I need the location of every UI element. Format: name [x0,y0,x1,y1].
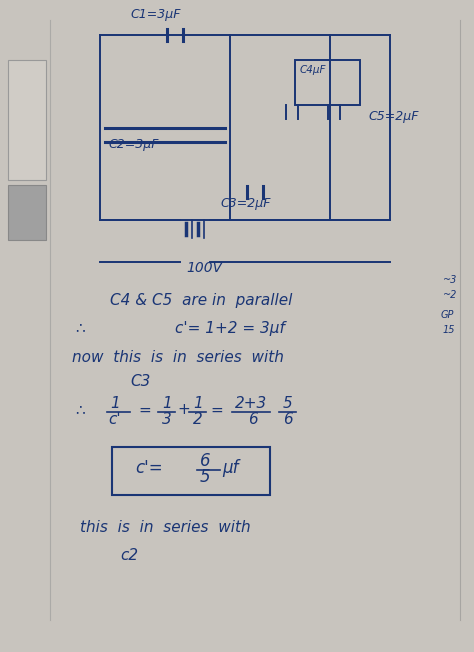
Text: 6: 6 [248,411,258,426]
Text: GP: GP [440,310,454,320]
Text: C2=3μF: C2=3μF [108,138,158,151]
Text: this  is  in  series  with: this is in series with [80,520,251,535]
Text: 15: 15 [443,325,455,335]
Text: =: = [210,402,223,417]
Text: C5=2μF: C5=2μF [368,110,419,123]
Text: 2+3: 2+3 [235,396,267,411]
Text: c2: c2 [120,548,138,563]
Bar [8,185,46,240]
Text: =: = [138,402,151,417]
Text: C3: C3 [130,374,150,389]
Text: 1: 1 [162,396,172,411]
Text: 100V: 100V [186,261,222,275]
Text: C1=3μF: C1=3μF [130,8,181,21]
Text: C4μF: C4μF [300,65,327,75]
Text: μf: μf [222,459,238,477]
Text: 3: 3 [162,411,172,426]
Bar [295,60,360,105]
Text: C3=2μF: C3=2μF [220,197,271,210]
Text: c'= 1+2 = 3μf: c'= 1+2 = 3μf [175,321,285,336]
Text: now  this  is  in  series  with: now this is in series with [72,351,284,366]
Bar [8,60,46,180]
Text: 1: 1 [193,396,203,411]
Text: ~3: ~3 [443,275,457,285]
Text: 6: 6 [283,411,293,426]
Text: +: + [177,402,190,417]
Text: ∴: ∴ [75,321,85,336]
Text: 5: 5 [283,396,293,411]
Text: c'=: c'= [135,459,163,477]
Text: 1: 1 [110,396,120,411]
Text: 6: 6 [200,452,210,470]
Text: ∴: ∴ [75,402,85,417]
Text: 5: 5 [200,468,210,486]
Bar [112,447,270,495]
Text: 2: 2 [193,411,203,426]
Text: ~2: ~2 [443,290,457,300]
Text: c': c' [108,411,120,426]
Text: C4 & C5  are in  parallel: C4 & C5 are in parallel [110,293,292,308]
